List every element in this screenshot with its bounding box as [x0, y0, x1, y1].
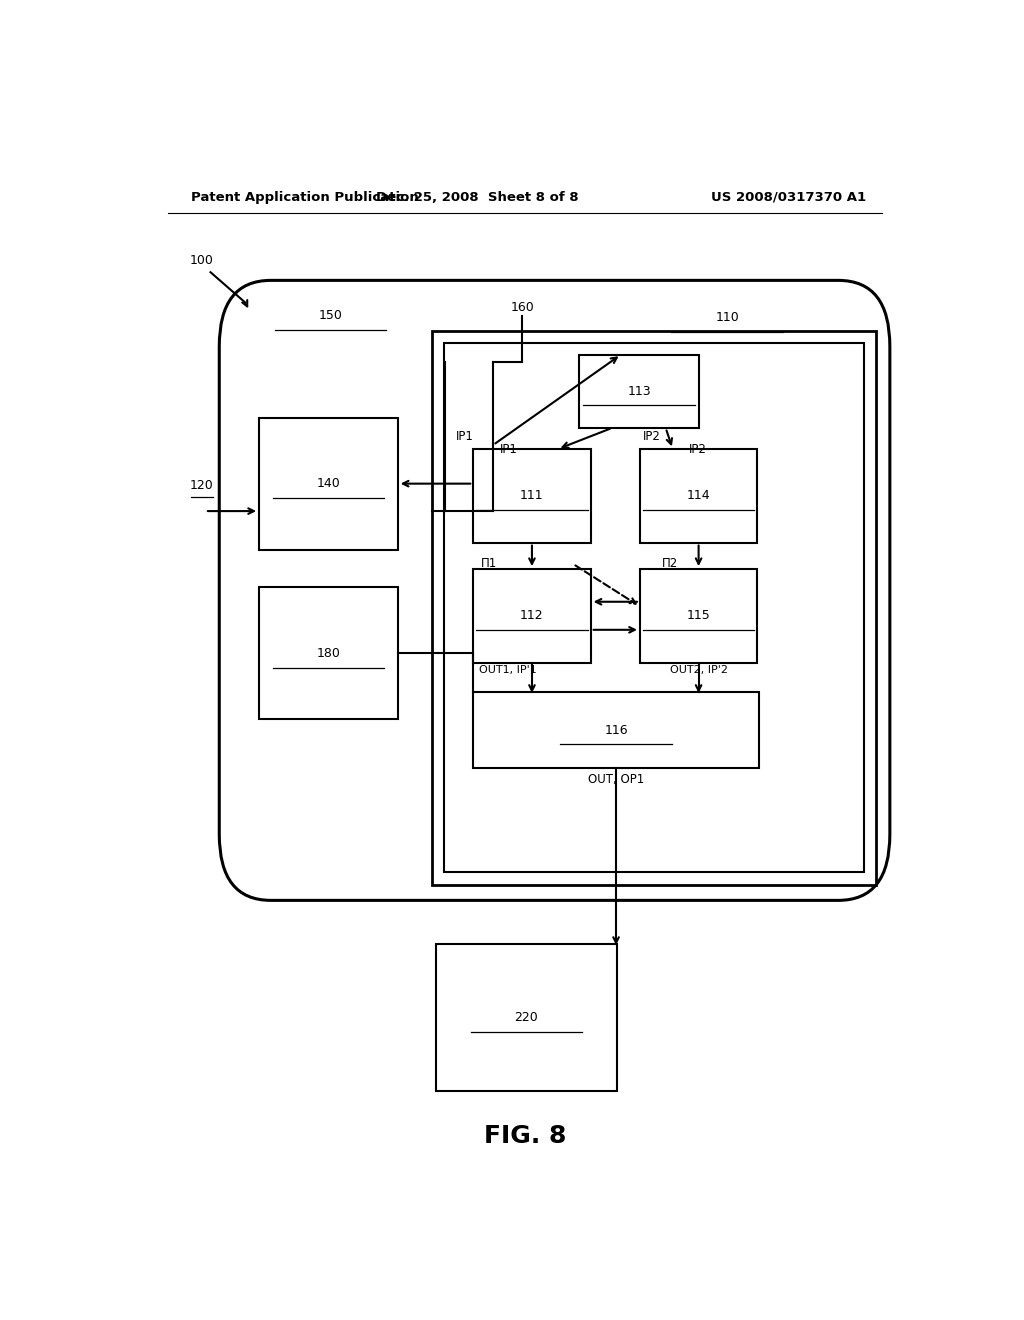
Bar — [579, 355, 699, 428]
Text: IP1: IP1 — [500, 442, 518, 455]
Text: 115: 115 — [687, 610, 711, 622]
Bar — [640, 449, 758, 543]
Text: 220: 220 — [514, 1011, 539, 1024]
Text: 116: 116 — [604, 723, 628, 737]
Bar — [640, 569, 758, 663]
Text: 110: 110 — [716, 312, 739, 325]
Bar — [432, 331, 877, 886]
Text: 113: 113 — [628, 384, 651, 397]
Text: IP2: IP2 — [643, 430, 660, 444]
FancyBboxPatch shape — [219, 280, 890, 900]
Text: OUT1, IP'1: OUT1, IP'1 — [479, 665, 537, 675]
Text: 111: 111 — [520, 490, 544, 503]
Text: 100: 100 — [189, 255, 214, 267]
Bar — [473, 449, 591, 543]
Bar — [259, 587, 397, 719]
Text: 180: 180 — [316, 647, 340, 660]
Bar — [473, 692, 759, 768]
Text: Π2: Π2 — [662, 557, 678, 570]
Text: Patent Application Publication: Patent Application Publication — [191, 191, 419, 203]
Bar — [259, 417, 397, 549]
Text: 160: 160 — [511, 301, 535, 314]
Bar — [443, 343, 864, 873]
Text: 150: 150 — [318, 309, 342, 322]
Text: 120: 120 — [189, 479, 214, 492]
Text: FIG. 8: FIG. 8 — [483, 1125, 566, 1148]
Text: US 2008/0317370 A1: US 2008/0317370 A1 — [711, 191, 866, 203]
Text: Π1: Π1 — [481, 557, 498, 570]
Text: 140: 140 — [316, 477, 340, 490]
Text: IP1: IP1 — [457, 430, 474, 444]
Text: 114: 114 — [687, 490, 711, 503]
Text: IP2: IP2 — [689, 442, 707, 455]
Bar — [473, 569, 591, 663]
Text: Dec. 25, 2008  Sheet 8 of 8: Dec. 25, 2008 Sheet 8 of 8 — [376, 191, 579, 203]
Text: 112: 112 — [520, 610, 544, 622]
Bar — [436, 944, 616, 1092]
Text: OUT, OP1: OUT, OP1 — [588, 774, 644, 785]
Text: OUT2, IP'2: OUT2, IP'2 — [671, 665, 728, 675]
